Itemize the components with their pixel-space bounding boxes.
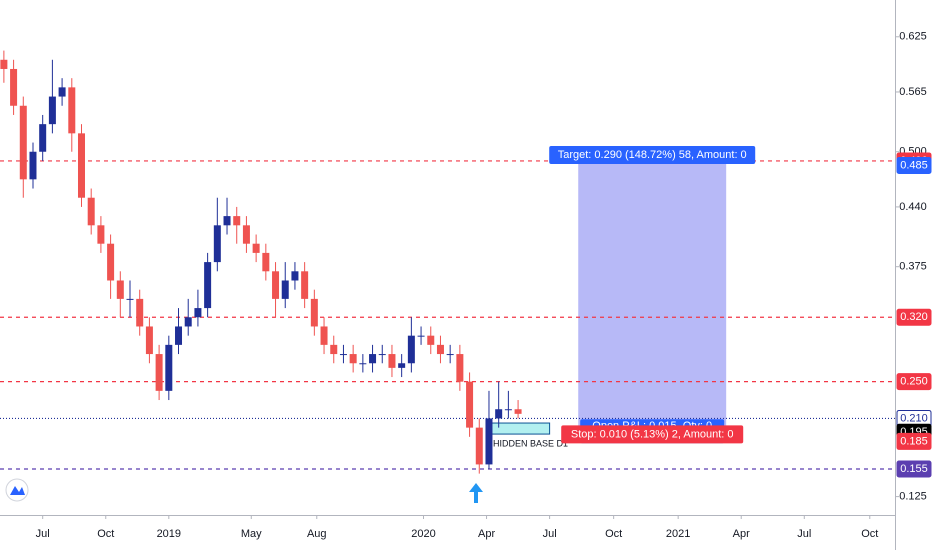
candle-body (242, 225, 250, 244)
candle-body (436, 344, 444, 355)
y-tick-label: 0.125 (899, 491, 927, 503)
candle-body (213, 225, 221, 263)
x-tick-label: 2021 (666, 528, 690, 540)
x-tick-label: Oct (861, 528, 878, 540)
candle-body (456, 354, 464, 382)
candle-body (48, 96, 56, 125)
candle-body (39, 124, 47, 152)
candle-body (87, 197, 95, 226)
candle-body (466, 381, 474, 428)
candle-body (97, 225, 105, 244)
price-label: 0.320 (900, 311, 928, 323)
candle-body (291, 271, 299, 281)
candle-body (504, 409, 512, 411)
candle-body (77, 133, 85, 198)
candle-body (398, 363, 406, 368)
x-tick-label: Apr (733, 528, 750, 540)
candle-body (0, 59, 8, 69)
target-label-box (549, 145, 756, 164)
x-tick-label: Oct (97, 528, 114, 540)
arrow-up (469, 483, 483, 503)
candle-body (19, 105, 27, 180)
candle-body (281, 280, 289, 299)
x-tick-label: Jul (36, 528, 50, 540)
candle-body (126, 298, 134, 300)
candle-body (136, 298, 144, 327)
arrow-marker (469, 483, 483, 503)
y-tick-label: 0.375 (899, 261, 927, 273)
y-tick-label: 0.440 (899, 201, 927, 213)
stop-label-box (561, 425, 744, 444)
price-label: 0.250 (900, 376, 928, 388)
candle-body (495, 409, 503, 419)
candle-body (107, 243, 115, 281)
price-label-box (896, 432, 932, 450)
x-tick-label: 2020 (411, 528, 435, 540)
y-tick-label: 0.565 (899, 86, 927, 98)
candle-body (68, 87, 76, 134)
candle-body (378, 354, 386, 356)
x-tick-label: Apr (478, 528, 495, 540)
candle-body (262, 252, 270, 272)
candle-body (359, 363, 367, 365)
candle-body (388, 354, 396, 368)
candle-body (407, 335, 415, 364)
candle-body (475, 427, 483, 465)
candle-body (485, 418, 493, 465)
candle-body (301, 271, 309, 299)
candle-body (427, 335, 435, 345)
target-label: Target: 0.290 (148.72%) 58, Amount: 0 (558, 149, 747, 161)
candle-body (349, 354, 357, 364)
candle-body (29, 151, 37, 180)
x-tick-label: Aug (307, 528, 327, 540)
candle-body (272, 271, 280, 299)
candle-body (369, 354, 377, 364)
candle-body (184, 317, 192, 327)
candle-body (310, 298, 318, 327)
candle-body (175, 326, 183, 345)
candle-body (204, 262, 212, 309)
base-zone (487, 422, 551, 435)
y-tick-label: 0.625 (899, 31, 927, 43)
candle-body (320, 326, 328, 345)
candle-body (165, 344, 173, 391)
price-label-box (896, 460, 932, 478)
x-tick-label: Oct (605, 528, 622, 540)
candle-body (233, 216, 241, 226)
price-label: 0.210 (900, 412, 928, 424)
candle-body (339, 354, 347, 356)
candle-body (145, 326, 153, 355)
price-label: 0.485 (900, 159, 928, 171)
candle-body (194, 308, 202, 318)
target-zone (578, 160, 727, 433)
candle-body (417, 335, 425, 337)
x-tick-label: 2019 (157, 528, 181, 540)
logo-icon[interactable] (10, 486, 25, 495)
price-label-box (896, 308, 932, 326)
candle-body (252, 243, 260, 253)
price-label-box (896, 157, 932, 175)
x-tick-label: May (241, 528, 262, 540)
stop-label: Stop: 0.010 (5.13%) 2, Amount: 0 (571, 428, 734, 440)
candle-body (446, 354, 454, 356)
price-label-box (896, 373, 932, 391)
candle-body (116, 280, 124, 299)
candle-body (10, 68, 18, 106)
x-tick-label: Jul (797, 528, 811, 540)
candle-body (330, 344, 338, 355)
zone-label: HIDDEN BASE D1 (493, 438, 568, 448)
candle-body (223, 216, 231, 226)
x-tick-label: Jul (543, 528, 557, 540)
candle-body (58, 87, 66, 97)
price-label: 0.185 (900, 435, 928, 447)
price-label: 0.155 (900, 463, 928, 475)
candle-body (155, 354, 163, 391)
candle-body (514, 409, 522, 414)
logo[interactable] (5, 478, 29, 502)
